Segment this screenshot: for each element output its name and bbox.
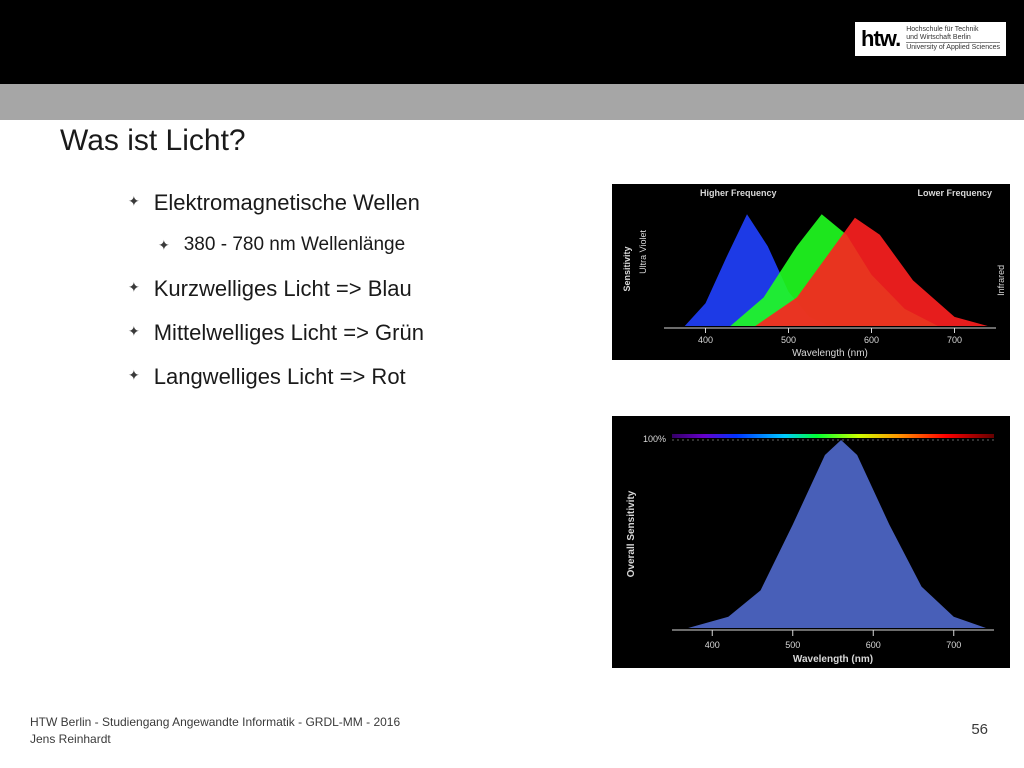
bullet-list: ✦ Elektromagnetische Wellen ✦ 380 - 780 … — [128, 190, 588, 408]
logo-line3: University of Applied Sciences — [906, 42, 1000, 52]
svg-text:700: 700 — [946, 640, 961, 650]
bullet-marker-icon: ✦ — [128, 364, 140, 388]
footer-line1: HTW Berlin - Studiengang Angewandte Info… — [30, 715, 400, 729]
svg-text:Ultra Violet: Ultra Violet — [638, 229, 648, 273]
bullet-item: ✦ Langwelliges Licht => Rot — [128, 364, 588, 390]
bullet-text: Kurzwelliges Licht => Blau — [154, 276, 412, 302]
figure-overall-sensitivity: 100% 400 500 600 700 Wavelength (nm) Overall S… — [612, 416, 1010, 668]
header-black-band: htw. Hochschule für Technik und Wirtscha… — [0, 0, 1024, 84]
figure-cone-sensitivity: Higher Frequency Lower Frequency Sensitivi… — [612, 184, 1010, 360]
svg-text:700: 700 — [947, 335, 962, 345]
logo-mark: htw. — [861, 26, 900, 52]
title-band: Was ist Licht? — [0, 120, 1024, 162]
bullet-marker-icon: ✦ — [128, 190, 140, 214]
logo-line2: und Wirtschaft Berlin — [906, 34, 1000, 42]
bullet-item: ✦ Kurzwelliges Licht => Blau — [128, 276, 588, 302]
svg-text:Higher Frequency: Higher Frequency — [700, 188, 777, 198]
svg-text:Sensitivity: Sensitivity — [622, 246, 632, 291]
header-gray-band: Was ist Licht? — [0, 84, 1024, 162]
svg-text:Overall Sensitivity: Overall Sensitivity — [626, 490, 637, 577]
svg-text:Lower Frequency: Lower Frequency — [917, 188, 992, 198]
svg-text:400: 400 — [698, 335, 713, 345]
bullet-item: ✦ Elektromagnetische Wellen — [128, 190, 588, 216]
footer-text: HTW Berlin - Studiengang Angewandte Info… — [30, 714, 400, 748]
bullet-item-sub: ✦ 380 - 780 nm Wellenlänge — [158, 234, 588, 258]
page-number: 56 — [971, 721, 988, 738]
svg-text:Infrared: Infrared — [996, 265, 1006, 296]
logo-line1: Hochschule für Technik — [906, 26, 1000, 34]
bullet-text: Elektromagnetische Wellen — [154, 190, 420, 216]
svg-text:400: 400 — [705, 640, 720, 650]
bullet-marker-icon: ✦ — [128, 276, 140, 300]
svg-text:600: 600 — [866, 640, 881, 650]
bullet-text: Mittelwelliges Licht => Grün — [154, 320, 424, 346]
sensitivity-chart-svg: 100% 400 500 600 700 Wavelength (nm) Overall S… — [612, 416, 1010, 668]
svg-text:Wavelength (nm): Wavelength (nm) — [793, 654, 873, 665]
svg-text:500: 500 — [785, 640, 800, 650]
svg-text:600: 600 — [864, 335, 879, 345]
bullet-marker-icon: ✦ — [128, 320, 140, 344]
bullet-text: 380 - 780 nm Wellenlänge — [184, 234, 405, 256]
htw-logo: htw. Hochschule für Technik und Wirtscha… — [855, 22, 1006, 56]
bullet-marker-icon: ✦ — [158, 234, 170, 258]
footer-line2: Jens Reinhardt — [30, 732, 111, 746]
slide-title: Was ist Licht? — [60, 124, 246, 158]
svg-text:500: 500 — [781, 335, 796, 345]
svg-text:100%: 100% — [643, 434, 666, 444]
svg-text:Wavelength (nm): Wavelength (nm) — [792, 348, 868, 359]
bullet-item: ✦ Mittelwelliges Licht => Grün — [128, 320, 588, 346]
spectrum-chart-svg: Higher Frequency Lower Frequency Sensitivi… — [612, 184, 1010, 360]
bullet-text: Langwelliges Licht => Rot — [154, 364, 406, 390]
